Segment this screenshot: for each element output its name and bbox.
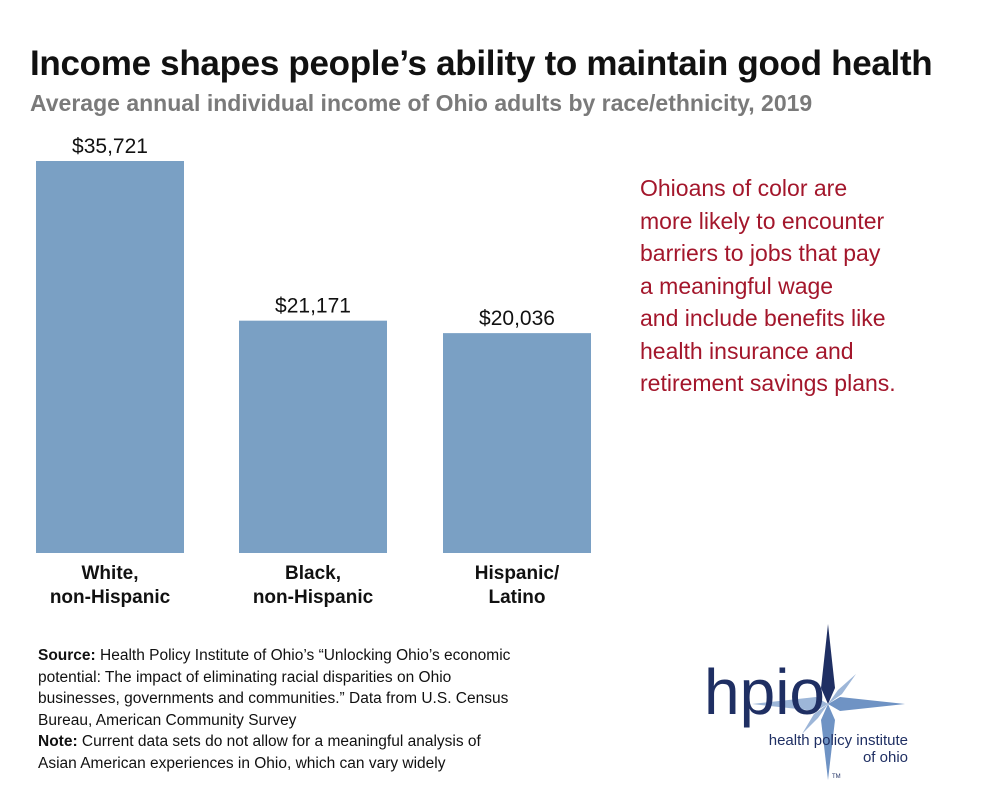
bar-value-label: $21,171: [275, 295, 351, 318]
category-label-line: Latino: [488, 587, 546, 608]
callout-line: health insurance and: [640, 337, 854, 364]
logo-trademark: TM: [832, 774, 841, 780]
callout-line: barriers to jobs that pay: [640, 240, 881, 266]
star-ray-south: [821, 704, 835, 780]
source-line: Bureau, American Community Survey: [38, 711, 297, 729]
bar-value-label: $20,036: [479, 307, 555, 330]
bar-value-label: $35,721: [72, 135, 148, 158]
chart-subtitle: Average annual individual income of Ohio…: [30, 90, 813, 116]
category-label-line: non-Hispanic: [49, 587, 171, 608]
chart-title: Income shapes people’s ability to mainta…: [30, 44, 933, 83]
bar-2: [443, 333, 591, 553]
logo-wordmark: hpio: [704, 656, 825, 728]
category-label-line: Black,: [285, 563, 341, 584]
compass-star-icon: [752, 624, 905, 780]
category-label-line: non-Hispanic: [252, 587, 374, 608]
callout-line: retirement savings plans.: [640, 370, 896, 396]
logo-tagline-2: of ohio: [863, 749, 908, 766]
source-note: Source: Health Policy Institute of Ohio’…: [38, 645, 628, 774]
source-line: businesses, governments and communities.…: [38, 690, 509, 707]
bar-chart: $35,721 $21,171 $20,036: [36, 135, 591, 553]
note-text: Current data sets do not allow for a mea…: [77, 733, 481, 750]
category-label-line: Hispanic/: [474, 563, 560, 584]
callout-text: Ohioans of color are more likely to enco…: [640, 172, 970, 400]
source-line: potential: The impact of eliminating rac…: [38, 668, 452, 686]
callout-line: Ohioans of color are: [640, 175, 848, 201]
category-label-line: White,: [81, 563, 139, 584]
source-label: Source:: [38, 647, 96, 664]
category-label: Black, non-Hispanic: [228, 562, 398, 610]
note-line: Note: Current data sets do not allow for…: [38, 731, 628, 753]
callout-line: and include benefits like: [640, 305, 886, 331]
source-text: Health Policy Institute of Ohio’s “Unloc…: [95, 647, 511, 664]
note-label: Note:: [38, 733, 78, 750]
star-ray-ne: [828, 674, 856, 704]
star-ray-sw: [802, 704, 828, 734]
star-ray-east: [828, 697, 905, 711]
callout-line: more likely to encounter: [640, 207, 885, 234]
hpio-logo: hpio health policy institute of ohio TM: [704, 624, 908, 780]
source-line: Source: Health Policy Institute of Ohio’…: [38, 645, 628, 667]
star-ray-north: [821, 624, 835, 704]
logo-tagline-1: health policy institute: [769, 732, 908, 749]
bar-0: [36, 161, 184, 553]
note-line: Asian American experiences in Ohio, whic…: [38, 754, 446, 772]
category-label: Hispanic/Latino: [432, 562, 602, 610]
bar-1: [239, 320, 387, 553]
star-ray-west: [752, 697, 828, 711]
category-label: White, non-Hispanic: [25, 562, 195, 610]
callout-line: a meaningful wage: [640, 272, 834, 299]
